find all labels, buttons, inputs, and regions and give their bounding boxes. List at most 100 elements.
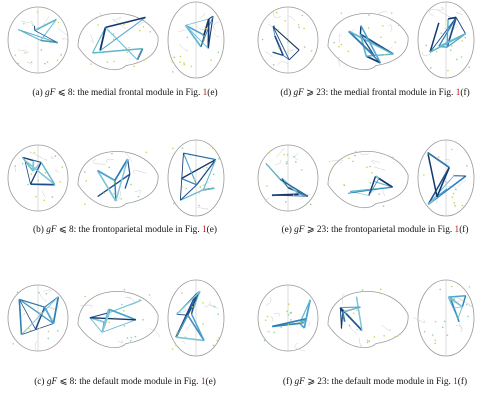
node [90, 63, 92, 65]
panel-label: (e) [281, 225, 292, 235]
connection [24, 160, 31, 185]
connection [21, 156, 34, 172]
gyrus [121, 151, 133, 163]
gyrus [17, 49, 29, 54]
connection [96, 170, 117, 202]
variable: gF [294, 377, 305, 387]
connection [179, 184, 198, 201]
connection [360, 25, 382, 64]
connection [40, 19, 57, 41]
node [123, 310, 125, 312]
node [133, 65, 135, 68]
connection [274, 35, 284, 56]
node [454, 188, 457, 191]
connection [447, 296, 459, 319]
node [213, 305, 216, 308]
gyrus [275, 148, 285, 158]
node [51, 317, 53, 320]
connection [52, 296, 60, 324]
connection [114, 180, 117, 202]
gyrus [43, 288, 53, 293]
node [14, 54, 16, 56]
node [348, 157, 350, 160]
node [23, 22, 25, 25]
connection [40, 39, 58, 44]
node [17, 62, 19, 65]
connection [185, 24, 205, 36]
gyrus [444, 159, 450, 165]
node [36, 11, 39, 13]
node [354, 154, 356, 157]
node [277, 46, 280, 49]
relation: ⩽ 8 [59, 377, 75, 387]
gyrus [387, 24, 393, 32]
node [27, 165, 30, 168]
node [273, 331, 275, 334]
connection [99, 27, 107, 51]
node [30, 173, 33, 175]
connection [181, 158, 217, 180]
connection [184, 24, 202, 48]
connection [272, 318, 306, 328]
node [431, 200, 433, 203]
node [199, 186, 202, 188]
connection [448, 294, 466, 298]
node [205, 27, 207, 30]
connection [368, 176, 377, 196]
connection [24, 159, 56, 186]
node [47, 337, 50, 340]
node [212, 173, 215, 176]
node [293, 155, 295, 158]
node [344, 312, 347, 314]
connection [347, 186, 393, 194]
node [266, 184, 268, 187]
node [423, 174, 425, 176]
node [149, 30, 152, 33]
node [445, 181, 447, 183]
gyrus [348, 326, 358, 335]
node [391, 19, 393, 21]
node [203, 39, 206, 41]
connection [40, 161, 56, 186]
gyrus [21, 312, 26, 317]
gyrus [29, 151, 35, 155]
brain-outline [77, 13, 159, 71]
gyrus [358, 337, 363, 348]
gyrus [265, 51, 273, 57]
node [183, 63, 186, 66]
node [435, 50, 438, 53]
node [38, 314, 41, 317]
node [380, 36, 382, 39]
connection [340, 306, 361, 309]
panel-label: (a) [32, 88, 43, 98]
connection [208, 16, 214, 27]
node [28, 327, 30, 330]
node [107, 188, 110, 191]
node [108, 321, 110, 324]
ref-suffix: (e) [206, 225, 217, 235]
node [21, 162, 24, 165]
node [103, 192, 105, 194]
node [173, 56, 176, 59]
node [263, 339, 266, 342]
node [173, 202, 175, 205]
gyrus [381, 325, 391, 331]
node [465, 303, 468, 306]
caption-text: : the medial frontal module in Fig. [325, 88, 456, 98]
node [48, 39, 50, 41]
node [461, 40, 463, 42]
node [27, 183, 29, 186]
node [123, 325, 126, 327]
connection [457, 306, 463, 319]
connection [34, 306, 46, 330]
node [451, 196, 454, 199]
node [176, 312, 179, 315]
connection [436, 167, 450, 198]
variable: gF [46, 377, 58, 387]
node [361, 289, 364, 291]
gyrus [132, 170, 147, 174]
gyrus [112, 18, 126, 29]
connection [185, 18, 209, 26]
node [467, 315, 469, 318]
